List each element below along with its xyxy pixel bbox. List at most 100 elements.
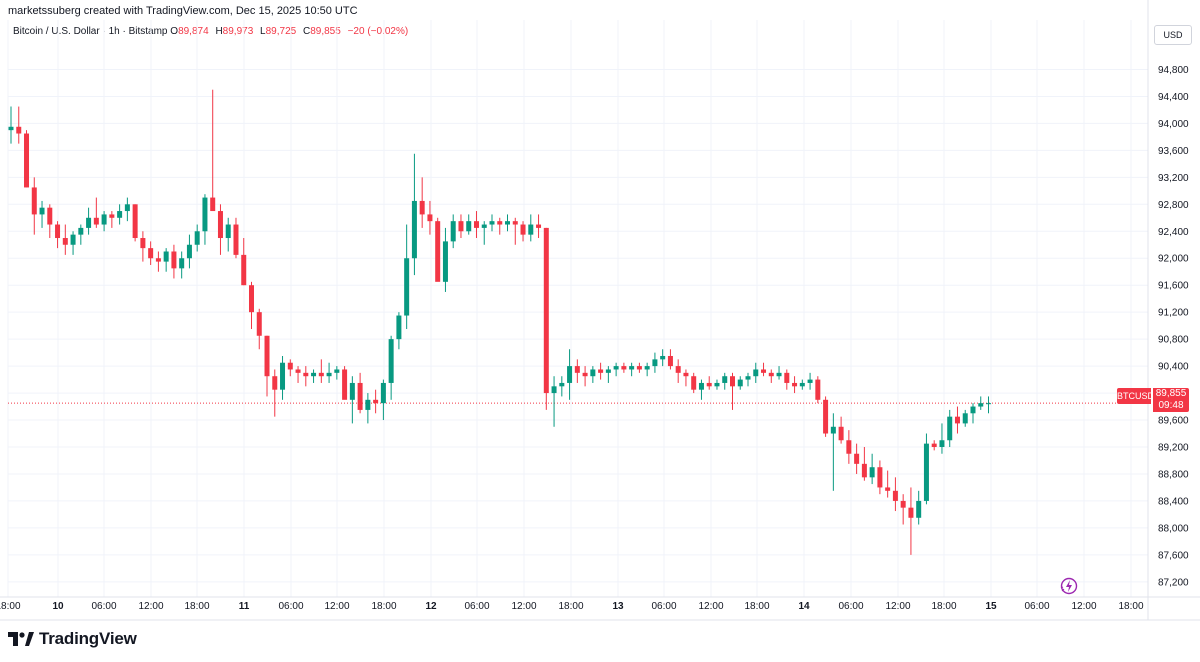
candle [342,366,348,400]
time-tick-label: 15 [985,601,997,612]
candle-body [86,217,92,228]
time-tick-label: 06:00 [651,601,676,612]
candle [613,362,619,377]
candle-body [947,416,953,441]
candle-body [155,258,161,262]
candle [722,372,728,390]
candle [148,241,154,265]
candle-body [163,251,169,262]
candle-body [916,500,922,518]
candle [885,470,891,498]
candle-body [419,200,425,215]
candle [939,423,945,454]
time-tick-label: 18:00 [558,601,583,612]
candle-body [473,221,479,228]
candle-body [667,355,673,367]
candle [380,379,386,421]
currency-selector[interactable]: USD [1154,25,1192,45]
candle [784,369,790,390]
candle-body [621,366,627,370]
candle [39,200,45,228]
candle-body [497,221,503,225]
candle [520,221,526,242]
candle [101,211,107,232]
candle-body [132,204,138,239]
candle [287,359,293,377]
candle [365,393,371,424]
candle-body [714,382,720,387]
candle [163,248,169,272]
candle-body [396,315,402,340]
candle [435,217,441,282]
candle [916,490,922,525]
candle [629,362,635,377]
candle [970,403,976,424]
candle-body [792,382,798,387]
candle-body [280,362,286,390]
candle-body [923,443,929,501]
time-tick-label: 11 [239,601,250,612]
high-label: H [215,26,223,37]
candle [411,153,417,276]
bar-countdown: 09:48 [1158,400,1184,411]
candle [512,217,518,245]
candle-body [854,453,860,464]
low-value: 89,725 [265,26,297,37]
candle [768,369,774,383]
candle-body [311,372,317,377]
candle [466,214,472,235]
candle-body [217,211,223,239]
brand-logo[interactable]: TradingView [8,629,137,649]
candle-body [264,335,270,377]
symbol-name[interactable]: Bitcoin / U.S. Dollar · 1h · Bitstamp [13,26,168,37]
candle-body [8,126,14,131]
grid-lines [7,20,1148,597]
candle-body [698,382,704,390]
candle [47,204,53,239]
candle [892,477,898,512]
candle [334,366,340,380]
candle [473,211,479,239]
candle-body [101,214,107,225]
candle-body [349,382,355,400]
last-price-box: 89,855 09:48 [1153,388,1189,412]
candle [202,194,208,245]
candle [171,244,177,279]
candle-body [489,221,495,225]
candle [729,372,735,410]
candle [458,214,464,239]
candle-body [303,372,309,377]
candle-body [900,500,906,508]
candle [8,106,14,144]
candle [698,379,704,400]
candle [93,197,99,228]
candle-body [210,197,216,212]
candle-body [954,416,960,424]
candle-body [16,126,22,134]
candle-body [202,197,208,232]
lightning-icon[interactable] [1060,577,1078,595]
candle [450,214,456,249]
time-tick-label: 06:00 [1024,601,1049,612]
candle-body [318,372,324,377]
header-credit: marketssuberg created with TradingView.c… [8,5,358,17]
candle [357,372,363,414]
candle [846,430,852,464]
price-tick-label: 91,600 [1158,281,1189,292]
price-tick-label: 88,000 [1158,523,1189,534]
candle [241,238,247,286]
time-tick-label: 12:00 [698,601,723,612]
candle-body [481,224,487,228]
candle [536,214,542,239]
candle [598,362,604,380]
candle [543,227,549,410]
candle [303,366,309,387]
candle-body [962,413,968,424]
candle-body [605,369,611,373]
candle [505,214,511,232]
candle [62,224,68,255]
price-tick-label: 90,800 [1158,335,1189,346]
candle [908,487,914,555]
